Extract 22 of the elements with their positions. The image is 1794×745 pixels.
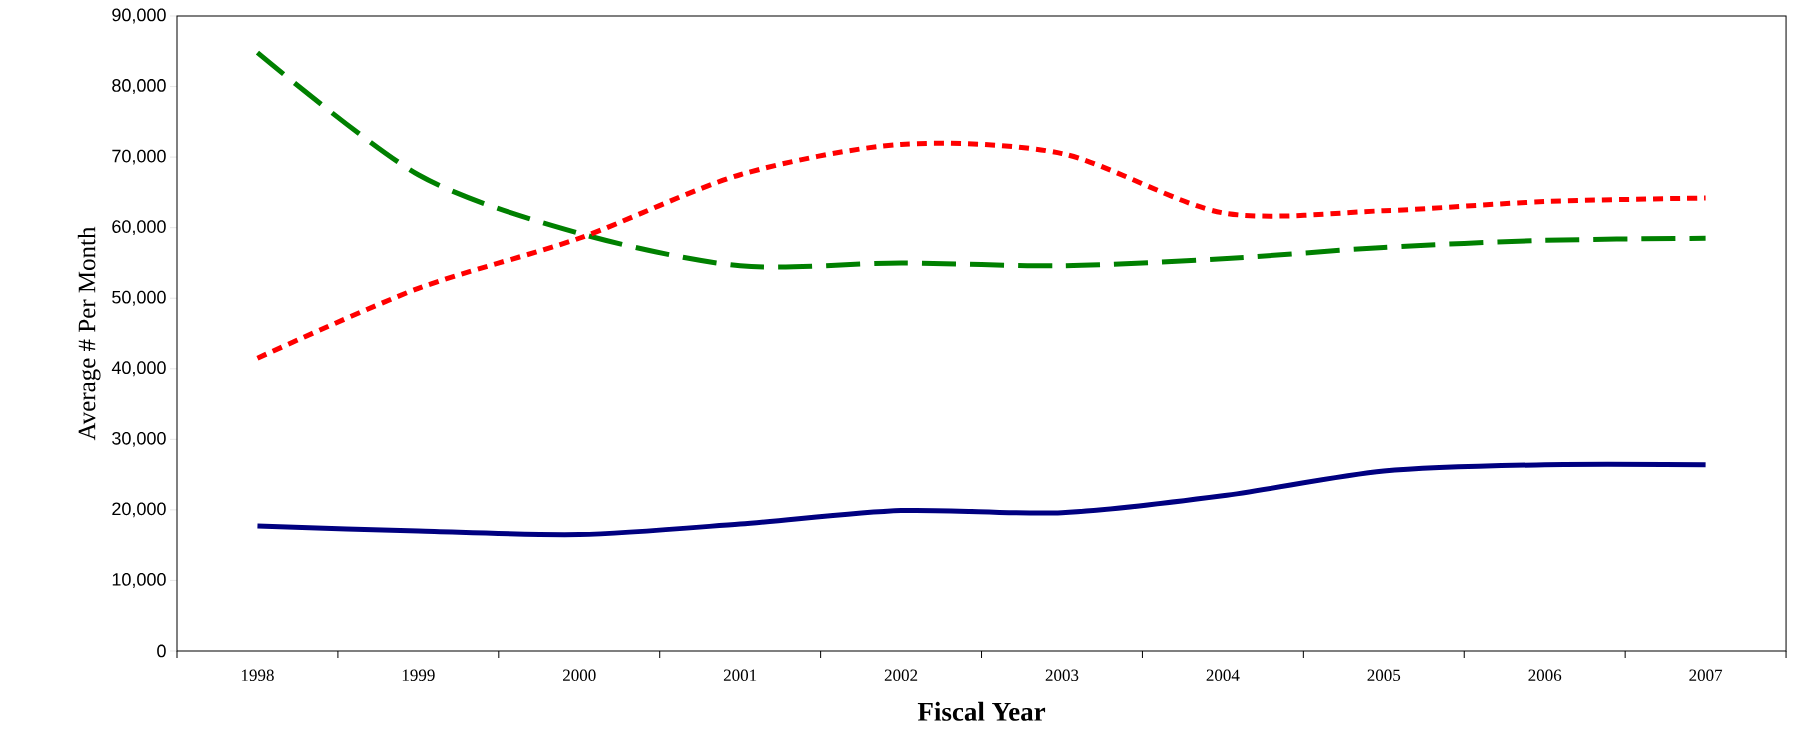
y-tick-label: 80,000 — [112, 79, 166, 94]
y-tick-label: 20,000 — [112, 502, 166, 518]
x-tick-label: 1998 — [241, 669, 274, 682]
x-tick-label: 2004 — [1206, 669, 1240, 682]
x-tick-label: 2005 — [1367, 669, 1401, 682]
x-tick-label: 2000 — [563, 669, 596, 682]
y-tick-label: 30,000 — [112, 431, 166, 447]
y-tick-label: 70,000 — [112, 149, 166, 165]
y-tick-label: 90,000 — [112, 8, 166, 24]
x-tick-label: 2002 — [884, 669, 918, 682]
x-tick-label: 2003 — [1045, 669, 1079, 682]
y-tick-label: 10,000 — [112, 573, 166, 588]
y-tick-label: 60,000 — [112, 220, 166, 236]
y-tick-label: 0 — [157, 644, 166, 658]
x-axis-title: Fiscal Year — [917, 701, 1046, 721]
x-tick-label: 2007 — [1689, 669, 1723, 682]
y-axis-title: Average # Per Month — [77, 226, 101, 441]
x-tick-label: 2006 — [1528, 669, 1562, 682]
y-tick-label: 40,000 — [111, 361, 166, 377]
x-tick-label: 2001 — [723, 669, 757, 682]
y-tick-label: 50,000 — [112, 290, 166, 306]
x-tick-label: 1999 — [402, 669, 435, 681]
